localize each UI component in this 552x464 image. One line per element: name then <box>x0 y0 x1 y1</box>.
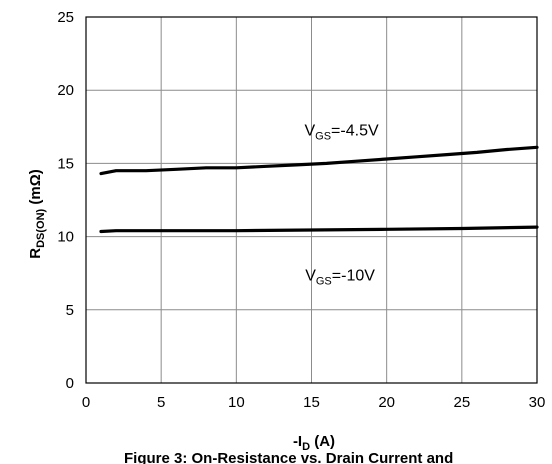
series-line-2 <box>99 225 539 234</box>
series-annotations: VGS=-4.5V VGS=-10V <box>304 123 378 288</box>
series-annotation-1: VGS=-4.5V <box>304 123 378 143</box>
x-tick-label: 10 <box>228 394 245 411</box>
x-tick-label: 0 <box>82 394 90 411</box>
series-line-1 <box>99 145 539 176</box>
x-tick-label: 20 <box>378 394 395 411</box>
y-tick-label: 15 <box>57 155 74 172</box>
tick-labels: 0 5 10 15 20 25 30 0 5 10 15 20 25 <box>57 9 545 411</box>
y-tick-label: 0 <box>66 375 74 392</box>
series-annotation-2: VGS=-10V <box>305 268 375 288</box>
y-axis-label: RDS(ON) (mΩ) <box>27 169 47 258</box>
x-tick-label: 15 <box>303 394 320 411</box>
plot-frame <box>85 16 538 384</box>
x-axis-label: -ID (A) <box>293 433 335 453</box>
x-tick-label: 5 <box>157 394 165 411</box>
data-series <box>99 145 539 234</box>
y-tick-label: 20 <box>57 82 74 99</box>
x-tick-label: 30 <box>529 394 546 411</box>
x-tick-label: 25 <box>453 394 470 411</box>
y-tick-label: 10 <box>57 229 74 246</box>
figure-caption: Figure 3: On-Resistance vs. Drain Curren… <box>124 450 453 464</box>
y-tick-label: 5 <box>66 302 74 319</box>
y-tick-label: 25 <box>57 9 74 26</box>
